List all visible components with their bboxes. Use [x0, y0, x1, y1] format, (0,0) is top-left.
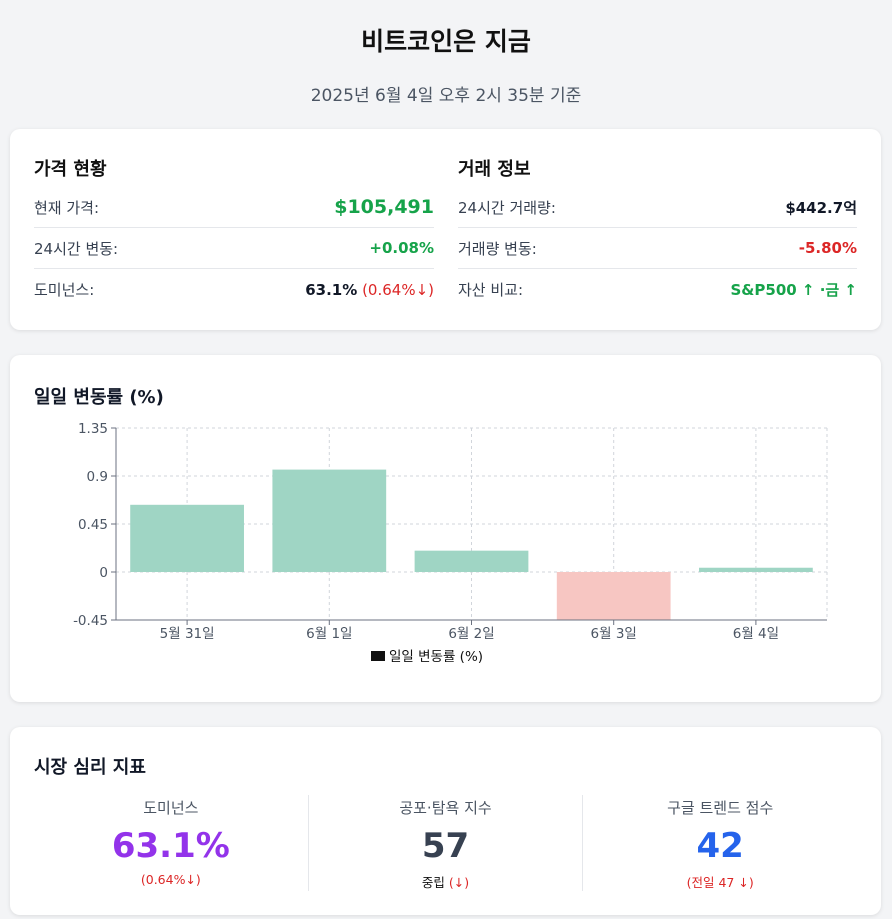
dominance-indicator-value: 63.1% — [111, 826, 230, 866]
page-subtitle: 2025년 6월 4일 오후 2시 35분 기준 — [310, 86, 582, 106]
volume-change-row: 거래량 변동: -5.80% — [458, 228, 857, 269]
chart-card: 일일 변동률 (%) 1.35 0.9 0.45 0 -0.45 5월 31일 6월 1일 6… — [10, 355, 881, 702]
y-tick-label: 0.45 — [78, 517, 108, 533]
dominance-label: 도미넌스: — [34, 281, 95, 299]
bar — [130, 504, 244, 572]
dominance-value: 63.1% — [305, 280, 358, 299]
asset-compare-label: 자산 비교: — [458, 281, 524, 299]
fear-greed-label: 공포·탐욕 지수 — [399, 799, 492, 817]
y-tick-label: 0.9 — [87, 469, 108, 485]
volume-label: 24시간 거래량: — [458, 198, 556, 217]
current-price-label: 현재 가격: — [34, 198, 100, 217]
y-tick-label: -0.45 — [73, 613, 108, 629]
legend-swatch — [371, 651, 385, 661]
x-tick-label: 6월 2일 — [448, 626, 494, 642]
sentiment-grid: 도미넌스 63.1% (0.64%↓) 공포·탐욕 지수 57 중립 (↓) 구… — [34, 795, 857, 891]
bar — [556, 572, 671, 620]
bar — [414, 550, 529, 572]
dominance-row: 도미넌스: 63.1% (0.64%↓) — [34, 269, 434, 310]
fear-greed-sub-group: 중립 (↓) — [309, 872, 583, 891]
price-status-section: 가격 현황 현재 가격: $105,491 24시간 변동: +0.08% 도미… — [34, 155, 434, 310]
volume-row: 24시간 거래량: $442.7억 — [458, 187, 857, 228]
google-trends-sub: (전일 47 ↓) — [686, 875, 754, 890]
y-tick-label: 0 — [99, 565, 108, 581]
volume-value: $442.7억 — [785, 198, 857, 217]
asset-compare-value: S&P500 ↑ ·금 ↑ — [730, 281, 858, 299]
daily-change-chart: 1.35 0.9 0.45 0 -0.45 5월 31일 6월 1일 6월 2일 6월 3일 6월… — [73, 421, 828, 665]
x-tick-label: 5월 31일 — [160, 626, 215, 642]
trade-info-section: 거래 정보 24시간 거래량: $442.7억 거래량 변동: -5.80% 자… — [458, 155, 857, 310]
change-24h-label: 24시간 변동: — [34, 239, 119, 258]
change-24h-row: 24시간 변동: +0.08% — [34, 228, 434, 269]
volume-change-value: -5.80% — [798, 239, 857, 257]
volume-change-label: 거래량 변동: — [458, 239, 537, 258]
fear-greed-indicator: 공포·탐욕 지수 57 중립 (↓) — [307, 795, 583, 891]
x-tick-label: 6월 1일 — [306, 626, 352, 642]
x-tick-label: 6월 3일 — [591, 626, 637, 642]
chart-title: 일일 변동률 (%) — [34, 387, 164, 408]
info-card: 가격 현황 현재 가격: $105,491 24시간 변동: +0.08% 도미… — [10, 129, 881, 330]
sentiment-card: 시장 심리 지표 도미넌스 63.1% (0.64%↓) 공포·탐욕 지수 57… — [10, 727, 881, 915]
google-trends-label: 구글 트렌드 점수 — [667, 799, 774, 817]
dominance-indicator-label: 도미넌스 — [143, 799, 199, 817]
fear-greed-value: 57 — [421, 826, 470, 866]
price-status-title: 가격 현황 — [34, 159, 107, 180]
sentiment-title: 시장 심리 지표 — [34, 757, 146, 778]
bar — [699, 567, 813, 572]
bar — [272, 469, 387, 572]
asset-compare-row: 자산 비교: S&P500 ↑ ·금 ↑ — [458, 269, 857, 310]
legend-label: 일일 변동률 (%) — [389, 649, 483, 665]
x-tick-label: 6월 4일 — [733, 626, 779, 642]
fear-greed-sub: 중립 — [421, 875, 445, 890]
current-price-value: $105,491 — [334, 196, 434, 218]
dominance-value-group: 63.1% (0.64%↓) — [305, 281, 434, 299]
google-trends-value: 42 — [696, 826, 744, 866]
current-price-row: 현재 가격: $105,491 — [34, 187, 434, 228]
page-title: 비트코인은 지금 — [361, 27, 531, 56]
dominance-indicator-sub: (0.64%↓) — [140, 872, 201, 887]
trade-info-title: 거래 정보 — [458, 159, 531, 180]
dominance-change: (0.64%↓) — [362, 280, 434, 299]
change-24h-value: +0.08% — [369, 239, 434, 257]
y-tick-label: 1.35 — [78, 421, 108, 437]
dominance-indicator: 도미넌스 63.1% (0.64%↓) — [34, 795, 308, 891]
google-trends-indicator: 구글 트렌드 점수 42 (전일 47 ↓) — [582, 795, 857, 891]
fear-greed-arrow: (↓) — [448, 875, 470, 890]
